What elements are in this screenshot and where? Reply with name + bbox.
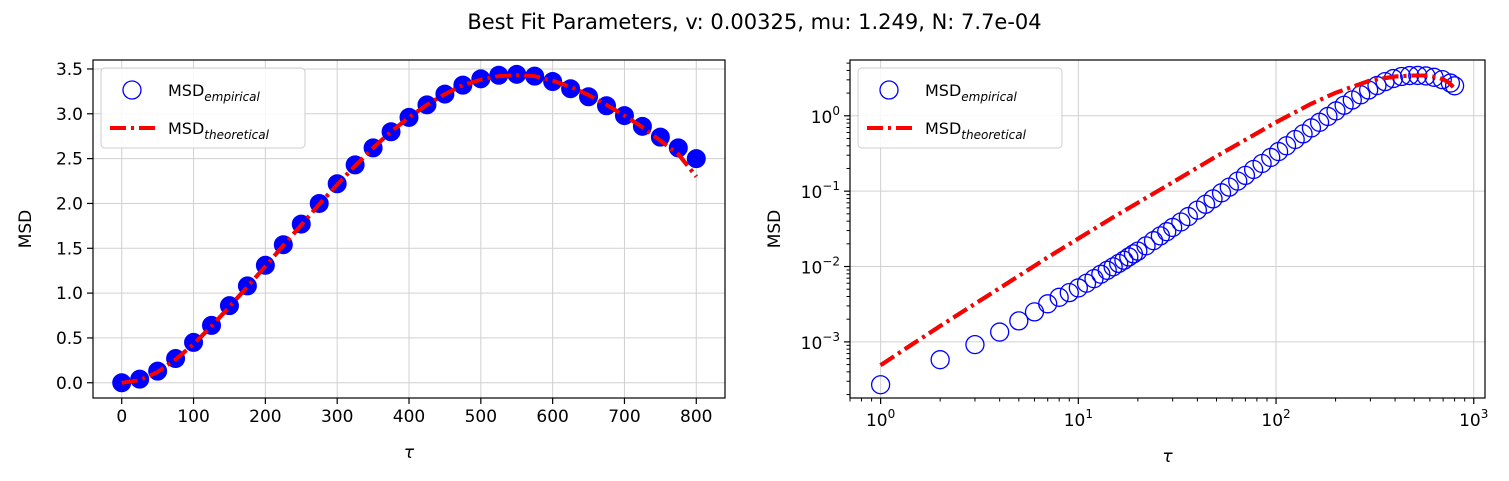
- data-point: [1091, 264, 1111, 284]
- x-tick-label: 100: [866, 407, 895, 431]
- data-point: [1049, 287, 1069, 307]
- x-tick-label: 800: [680, 407, 712, 427]
- data-point: [1440, 73, 1461, 93]
- x-tick-label: 103: [1459, 407, 1488, 431]
- data-point: [1114, 250, 1134, 270]
- data-point: [1038, 294, 1058, 314]
- data-point: [1268, 141, 1289, 162]
- y-tick-label: 100: [811, 104, 840, 128]
- data-point: [1024, 302, 1045, 322]
- x-tick-label: 300: [321, 407, 353, 427]
- plot-area: [112, 64, 706, 393]
- x-tick-label: 101: [1064, 407, 1093, 431]
- legend-label: MSDtheoretical: [168, 119, 270, 142]
- y-axis-label: MSD: [16, 210, 36, 249]
- x-tick-label: 700: [608, 407, 640, 427]
- y-tick-label: 2.0: [56, 194, 83, 214]
- y-tick-label: 1.0: [56, 284, 83, 304]
- legend-label: MSDempirical: [925, 81, 1018, 104]
- data-point: [990, 322, 1010, 342]
- x-axis-label: τ: [1162, 447, 1173, 467]
- legend-marker: [122, 80, 142, 100]
- legend: MSDempirical MSDtheoretical: [100, 67, 306, 149]
- axes-frame: [849, 59, 1486, 399]
- left-plot-linear: 0 100 200 300 400 500 600 700 800 0.0 0.5 1.0 1.5 2.0…: [16, 59, 726, 463]
- figure-title: Best Fit Parameters, v: 0.00325, mu: 1.2…: [467, 10, 1042, 34]
- data-point: [1432, 69, 1452, 90]
- data-point: [1195, 194, 1216, 214]
- data-point: [1059, 283, 1079, 303]
- x-tick-label: 200: [249, 407, 281, 427]
- ticks: 0 100 200 300 400 500 600 700 800 0.0 0.5 1.0 1.5 2.0…: [56, 60, 713, 427]
- x-tick-label: 400: [393, 407, 425, 427]
- data-point: [870, 375, 891, 395]
- data-point: [1444, 76, 1465, 96]
- data-point: [1103, 257, 1123, 277]
- series-theoretical: [879, 73, 1457, 367]
- y-tick-label: 0.5: [56, 329, 83, 349]
- legend-label: MSDempirical: [168, 81, 261, 104]
- plot-area: [870, 65, 1465, 395]
- data-point: [1171, 212, 1191, 232]
- data-point: [561, 79, 581, 99]
- y-tick-label: 10−2: [801, 255, 840, 279]
- y-tick-label: 10−3: [801, 330, 840, 354]
- y-tick-label: 10−1: [801, 179, 840, 203]
- series-line: [879, 73, 1457, 367]
- series-theoretical: [121, 73, 698, 385]
- data-point: [1157, 222, 1177, 242]
- x-tick-label: 102: [1261, 407, 1290, 431]
- data-point: [1109, 253, 1129, 274]
- x-axis-label: τ: [404, 443, 415, 463]
- legend-marker: [879, 80, 899, 100]
- y-tick-label: 0.0: [56, 374, 83, 394]
- data-point: [686, 149, 706, 169]
- data-point: [930, 350, 950, 370]
- right-plot-loglog: 100 101 102 103 10−3 10−2 10−1 100 τ MSD MSDempiri…: [765, 59, 1489, 467]
- x-tick-label: 600: [536, 407, 568, 427]
- data-point: [130, 369, 150, 389]
- y-tick-label: 3.5: [56, 60, 83, 80]
- y-tick-label: 2.5: [56, 150, 83, 170]
- data-point: [1009, 311, 1029, 331]
- legend-label: MSDtheoretical: [925, 119, 1027, 142]
- data-point: [1143, 231, 1164, 251]
- data-point: [1326, 101, 1346, 121]
- data-point: [1163, 217, 1183, 238]
- data-point: [965, 334, 985, 355]
- x-tick-label: 100: [177, 407, 209, 427]
- x-tick-label: 500: [465, 407, 497, 427]
- y-tick-label: 1.5: [56, 239, 83, 259]
- data-point: [453, 75, 473, 95]
- data-point: [1334, 95, 1354, 115]
- legend: MSDempirical MSDtheoretical: [857, 67, 1063, 149]
- y-axis-label: MSD: [765, 210, 785, 249]
- y-tick-label: 3.0: [56, 105, 83, 125]
- ticks: 100 101 102 103 10−3 10−2 10−1 100: [801, 104, 1489, 431]
- data-point: [1097, 260, 1117, 280]
- data-point: [1228, 171, 1248, 191]
- x-tick-label: 0: [116, 407, 127, 427]
- series-line: [121, 73, 698, 385]
